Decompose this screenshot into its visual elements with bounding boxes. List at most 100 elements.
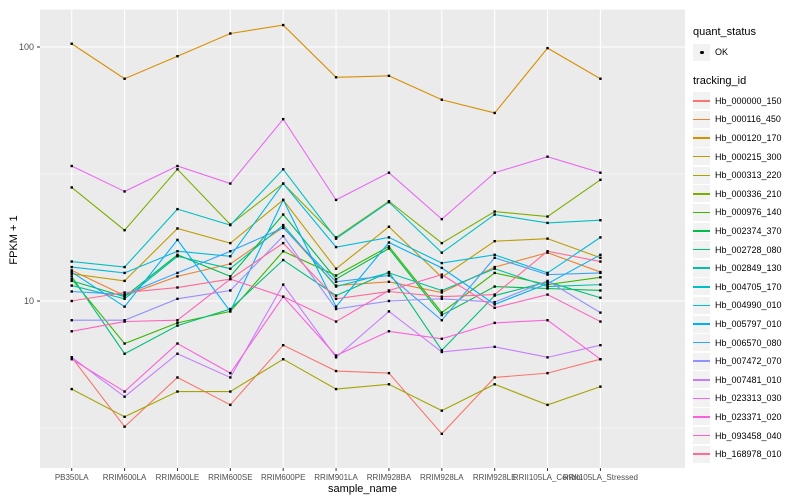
legend-item-Hb_000116_450: Hb_000116_450 <box>693 110 799 129</box>
y-tick-label: 100 <box>19 42 34 52</box>
y-axis-title: FPKM + 1 <box>8 215 20 265</box>
y-tick-label: 10 <box>24 296 34 306</box>
line-swatch-icon <box>693 360 710 362</box>
data-point-Hb_002728_080 <box>176 324 179 327</box>
data-point-Hb_002849_130 <box>599 283 602 286</box>
data-point-Hb_000313_220 <box>334 387 338 391</box>
data-point-Hb_007481_010 <box>387 310 391 313</box>
legend-item-label: Hb_168978_010 <box>715 449 782 460</box>
data-point-Hb_000313_220 <box>176 390 179 393</box>
data-point-Hb_007481_010 <box>440 350 444 354</box>
data-point-Hb_004990_010 <box>440 261 444 265</box>
data-point-Hb_004705_170 <box>546 221 549 225</box>
legend-key-box <box>693 296 710 314</box>
data-point-Hb_000116_450 <box>493 265 496 269</box>
data-point-Hb_005797_010 <box>599 253 602 257</box>
data-point-Hb_168978_010 <box>281 241 285 245</box>
data-point-Hb_000313_220 <box>546 403 549 407</box>
line-swatch-icon <box>693 323 710 325</box>
data-point-Hb_007472_070 <box>281 234 285 238</box>
data-point-Hb_007481_010 <box>176 352 179 355</box>
line-swatch-icon <box>693 137 710 139</box>
data-point-Hb_023313_030 <box>546 155 549 158</box>
legend-key-box <box>693 389 710 407</box>
data-point-Hb_000313_220 <box>440 409 444 412</box>
legend-item-label: Hb_007481_010 <box>715 374 782 385</box>
legend-key-box <box>693 371 710 389</box>
data-point-Hb_168978_010 <box>70 299 73 303</box>
data-point-Hb_002849_130 <box>123 297 126 301</box>
data-point-Hb_005797_010 <box>440 266 444 270</box>
legend: quant_status OK tracking_id Hb_000000_15… <box>693 26 799 463</box>
data-point-Hb_000215_300 <box>493 239 496 243</box>
legend-item-label: Hb_000116_450 <box>715 114 781 125</box>
data-point-Hb_000976_140 <box>440 311 444 314</box>
data-point-Hb_000313_220 <box>229 390 232 393</box>
data-point-Hb_023313_030 <box>123 190 126 193</box>
data-point-Hb_000116_450 <box>387 280 391 284</box>
data-point-Hb_002849_130 <box>334 285 338 288</box>
data-point-Hb_005797_010 <box>387 241 391 244</box>
data-point-Hb_000313_220 <box>599 385 602 388</box>
line-swatch-icon <box>693 397 710 400</box>
legend-item-Hb_000336_210: Hb_000336_210 <box>693 185 799 204</box>
legend-key-box <box>693 278 710 296</box>
data-point-Hb_006570_080 <box>123 293 126 296</box>
data-point-Hb_000313_220 <box>281 358 285 361</box>
x-axis-title: sample_name <box>327 483 398 495</box>
data-point-Hb_023371_020 <box>440 337 444 340</box>
data-point-Hb_002374_370 <box>599 289 602 292</box>
data-point-Hb_023313_030 <box>281 117 285 121</box>
data-point-Hb_000120_170 <box>493 111 496 115</box>
line-swatch-icon <box>693 100 710 102</box>
legend-key-box <box>693 445 710 463</box>
line-swatch-icon <box>693 434 710 437</box>
data-point-Hb_000313_220 <box>123 415 126 419</box>
legend-key-box <box>693 185 710 203</box>
data-point-Hb_007481_010 <box>599 343 602 347</box>
data-point-Hb_000120_170 <box>123 77 126 80</box>
line-swatch-icon <box>693 341 710 344</box>
legend-key-box <box>693 427 710 445</box>
data-point-Hb_002728_080 <box>281 258 285 262</box>
line-swatch-icon <box>693 155 710 158</box>
data-point-Hb_007472_070 <box>493 300 496 304</box>
data-point-Hb_023371_020 <box>176 342 179 345</box>
legend-item-Hb_000120_170: Hb_000120_170 <box>693 129 799 148</box>
data-point-Hb_168978_010 <box>229 277 232 281</box>
data-point-Hb_007472_070 <box>123 319 126 322</box>
data-point-Hb_004705_170 <box>281 168 285 171</box>
line-swatch-icon <box>693 118 710 121</box>
data-point-Hb_000120_170 <box>546 46 549 50</box>
data-point-Hb_000000_150 <box>334 369 338 373</box>
data-point-Hb_006570_080 <box>493 256 496 259</box>
data-point-Hb_002849_130 <box>281 223 285 227</box>
data-point-Hb_002374_370 <box>440 313 444 317</box>
data-point-Hb_023371_020 <box>70 358 73 361</box>
data-point-Hb_002374_370 <box>70 279 73 283</box>
data-point-Hb_168978_010 <box>387 290 391 293</box>
data-point-Hb_093458_040 <box>281 295 285 298</box>
line-swatch-icon <box>693 286 710 288</box>
data-point-Hb_004990_010 <box>281 182 285 185</box>
legend-item-label: Hb_000336_210 <box>715 188 782 199</box>
data-point-Hb_002374_370 <box>176 253 179 257</box>
legend-key-box <box>693 92 710 110</box>
data-point-Hb_004990_010 <box>229 255 232 258</box>
legend-item-label: Hb_002374_370 <box>715 226 782 237</box>
legend-key-box <box>693 222 710 240</box>
data-point-Hb_004705_170 <box>599 219 602 222</box>
data-point-Hb_023313_030 <box>387 171 391 174</box>
line-swatch-icon <box>693 211 710 214</box>
data-point-Hb_002849_130 <box>387 271 391 275</box>
data-point-Hb_000215_300 <box>387 225 391 228</box>
legend-item-Hb_007472_070: Hb_007472_070 <box>693 352 799 371</box>
data-point-Hb_004705_170 <box>334 237 338 240</box>
data-point-Hb_000120_170 <box>599 77 602 80</box>
data-point-Hb_168978_010 <box>334 297 338 301</box>
data-point-Hb_002849_130 <box>440 289 444 292</box>
data-point-Hb_000120_170 <box>281 23 285 27</box>
line-swatch-icon <box>693 174 710 177</box>
